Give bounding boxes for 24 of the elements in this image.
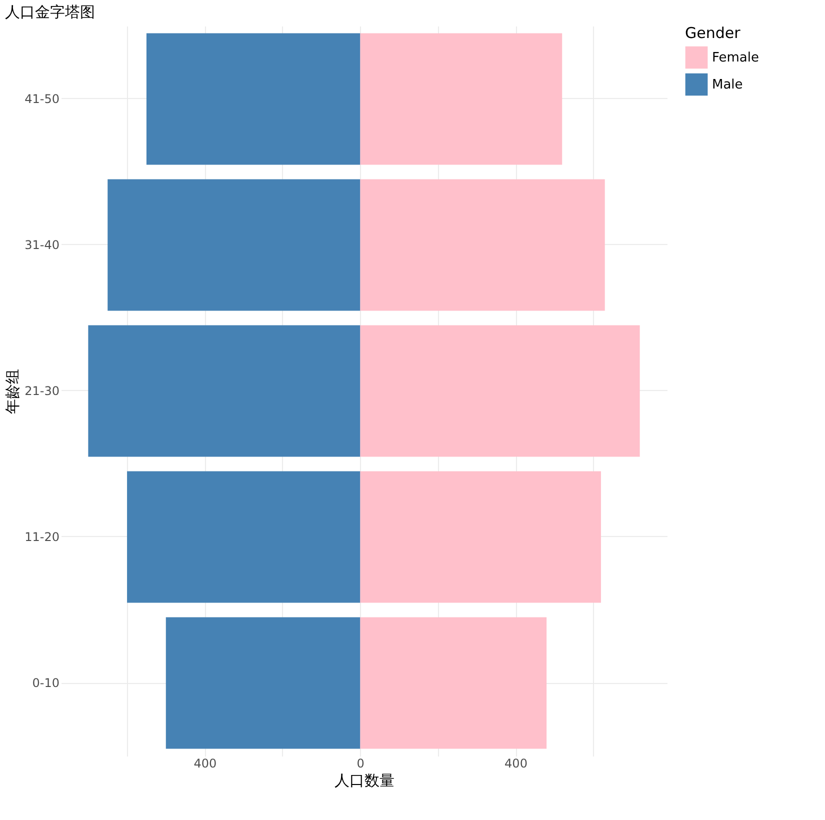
legend-title: Gender (685, 24, 742, 42)
chart-title: 人口金字塔图 (5, 3, 96, 21)
bar (166, 617, 360, 749)
x-tick-label: 400 (194, 756, 217, 770)
bar (146, 33, 360, 165)
x-axis-title: 人口数量 (334, 772, 394, 790)
y-tick-label: 21-30 (24, 384, 60, 398)
bar (360, 179, 605, 311)
y-tick-label: 0-10 (32, 676, 60, 690)
bar (360, 471, 601, 603)
x-tick-label: 400 (504, 756, 528, 770)
y-tick-label: 31-40 (24, 238, 60, 252)
bar (360, 617, 547, 749)
legend-label: Female (712, 50, 760, 66)
bar (360, 33, 562, 165)
bar (108, 179, 360, 311)
x-tick-label: 0 (356, 756, 364, 770)
legend-label: Male (712, 78, 743, 92)
y-axis-title: 年龄组 (4, 369, 22, 414)
bar (88, 325, 360, 457)
bar (360, 325, 640, 457)
y-tick-label: 41-50 (24, 92, 60, 106)
bar (127, 471, 360, 603)
y-tick-label: 11-20 (24, 530, 60, 544)
